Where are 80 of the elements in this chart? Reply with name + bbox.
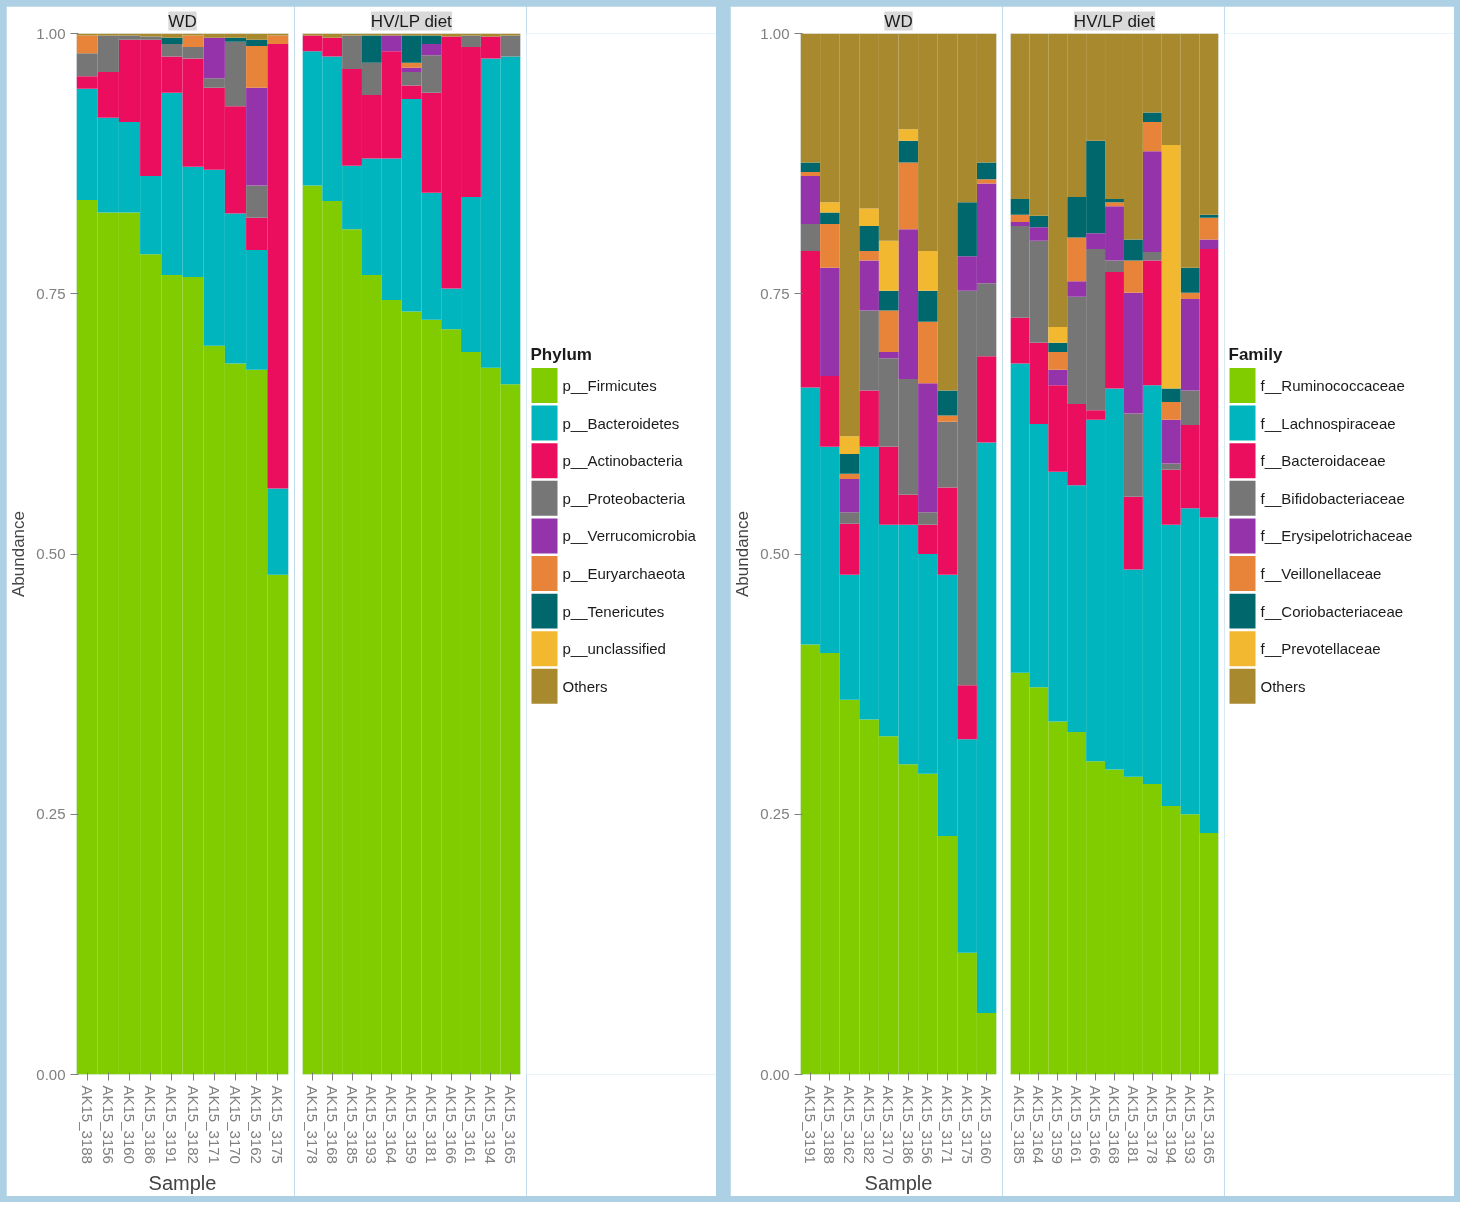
- x-tick-label: AK15_3181: [422, 1085, 440, 1164]
- legend-label: f__Bifidobacteriaceae: [1260, 489, 1405, 507]
- legend-label: f__Veillonellaceae: [1260, 565, 1382, 583]
- chart-title: WD: [168, 11, 197, 31]
- y-axis-title: Abundance: [9, 510, 29, 598]
- x-tick-label: AK15_3170: [880, 1085, 898, 1164]
- x-tick-label: AK15_3156: [919, 1085, 937, 1164]
- x-tick-label: AK15_3191: [163, 1085, 181, 1164]
- y-tick-label: 0.25: [36, 805, 66, 823]
- x-tick-label: AK15_3178: [303, 1085, 321, 1164]
- legend-title: Family: [1228, 344, 1283, 364]
- legend-label: p__Verrucomicrobia: [562, 527, 697, 545]
- legend-label: f__Bacteroidaceae: [1260, 452, 1386, 470]
- x-tick-label: AK15_3185: [343, 1085, 361, 1164]
- x-tick-label: AK15_3165: [1200, 1085, 1218, 1164]
- x-tick-label: AK15_3182: [184, 1085, 202, 1164]
- legend-label: f__Prevotellaceae: [1260, 640, 1381, 658]
- legend-label: Others: [562, 677, 608, 695]
- x-tick-label: AK15_3168: [323, 1085, 341, 1164]
- x-tick-label: AK15_3170: [227, 1085, 244, 1164]
- x-tick-label: AK15_3181: [1124, 1085, 1142, 1164]
- x-tick-label: AK15_3164: [1030, 1085, 1048, 1164]
- x-tick-label: AK15_3171: [939, 1085, 956, 1164]
- x-tick-label: AK15_3193: [363, 1085, 381, 1164]
- legend-title: Phylum: [530, 344, 592, 364]
- x-tick-label: AK15_3171: [205, 1085, 223, 1164]
- x-tick-label: AK15_3186: [899, 1085, 917, 1164]
- legend-label: Others: [1260, 677, 1306, 695]
- legend-label: p__Actinobacteria: [562, 452, 684, 470]
- x-tick-label: AK15_3194: [1162, 1085, 1180, 1164]
- y-tick-label: 1.00: [760, 24, 790, 42]
- x-tick-label: AK15_3159: [403, 1085, 420, 1164]
- chart-title: WD: [884, 11, 913, 31]
- y-tick-label: 0.25: [760, 805, 790, 823]
- x-tick-label: AK15_3182: [860, 1085, 878, 1164]
- x-tick-label: AK15_3175: [269, 1085, 287, 1164]
- legend-label: p__Proteobacteria: [562, 489, 686, 507]
- legend-label: f__Ruminococcaceae: [1260, 376, 1405, 394]
- x-tick-label: AK15_3162: [248, 1085, 266, 1164]
- x-tick-label: AK15_3188: [78, 1085, 96, 1164]
- x-tick-label: AK15_3162: [841, 1085, 858, 1164]
- legend-label: f__Coriobacteriaceae: [1260, 602, 1404, 620]
- legend-label: p__Bacteroidetes: [562, 414, 680, 432]
- x-tick-label: AK15_3175: [958, 1085, 976, 1164]
- y-tick-label: 0.00: [36, 1065, 66, 1083]
- x-tick-label: AK15_3161: [462, 1085, 480, 1164]
- legend-label: f__Erysipelotrichaceae: [1260, 527, 1413, 545]
- x-axis-title: Sample: [864, 1171, 933, 1194]
- x-tick-label: AK15_3166: [442, 1085, 460, 1164]
- y-tick-label: 1.00: [36, 24, 66, 42]
- x-tick-label: AK15_3178: [1143, 1085, 1161, 1164]
- legend-label: p__Firmicutes: [562, 376, 657, 394]
- x-tick-label: AK15_3165: [502, 1085, 520, 1164]
- x-tick-label: AK15_3160: [978, 1085, 996, 1164]
- x-tick-label: AK15_3185: [1011, 1085, 1029, 1164]
- x-tick-label: AK15_3168: [1106, 1085, 1123, 1164]
- x-tick-label: AK15_3193: [1181, 1085, 1199, 1164]
- x-axis-title: Sample: [148, 1171, 217, 1194]
- legend-label: p__Euryarchaeota: [562, 565, 686, 583]
- y-tick-label: 0.50: [36, 545, 66, 562]
- y-axis-title: Abundance: [733, 510, 753, 598]
- chart-title: HV/LP diet: [1073, 11, 1156, 31]
- x-tick-label: AK15_3166: [1087, 1085, 1105, 1164]
- legend-label: f__Lachnospiraceae: [1260, 414, 1396, 432]
- x-tick-label: AK15_3194: [482, 1085, 500, 1164]
- legend-label: p__unclassified: [562, 640, 666, 658]
- chart-title: HV/LP diet: [370, 11, 453, 31]
- y-tick-label: 0.75: [36, 284, 66, 302]
- x-tick-label: AK15_3159: [1049, 1085, 1067, 1164]
- y-tick-label: 0.75: [760, 284, 790, 302]
- x-tick-label: AK15_3161: [1068, 1085, 1086, 1164]
- y-tick-label: 0.50: [760, 545, 790, 562]
- y-tick-label: 0.00: [760, 1065, 790, 1083]
- legend-label: p__Tenericutes: [562, 602, 665, 620]
- x-tick-label: AK15_3188: [821, 1085, 839, 1164]
- x-tick-label: AK15_3186: [142, 1085, 160, 1164]
- x-tick-label: AK15_3164: [383, 1085, 401, 1164]
- x-tick-label: AK15_3156: [99, 1085, 117, 1164]
- x-tick-label: AK15_3191: [801, 1085, 819, 1164]
- x-tick-label: AK15_3160: [121, 1085, 138, 1164]
